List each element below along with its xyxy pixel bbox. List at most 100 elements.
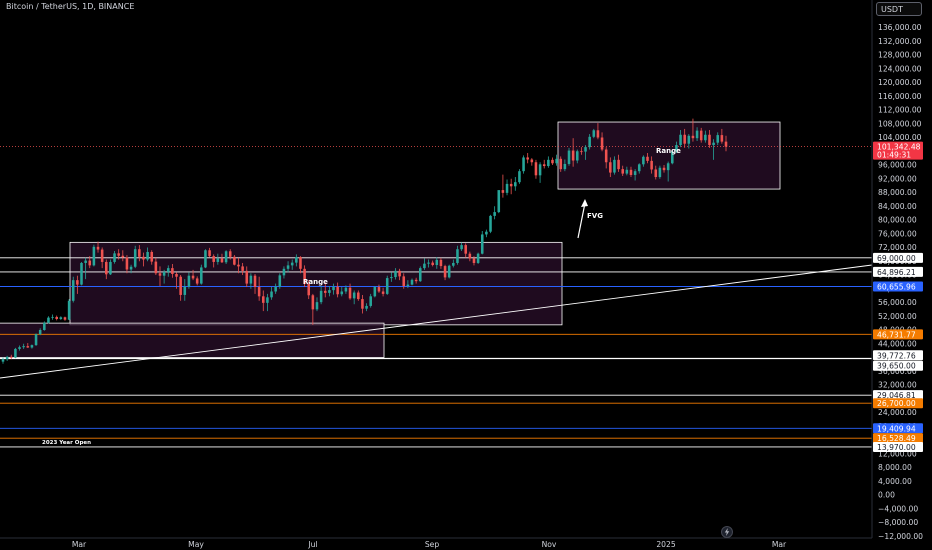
candle[interactable] xyxy=(5,355,9,361)
candle[interactable] xyxy=(278,273,282,289)
candle[interactable] xyxy=(646,152,649,164)
candle[interactable] xyxy=(138,245,141,262)
lightning-icon[interactable] xyxy=(721,526,733,538)
candle[interactable] xyxy=(691,118,695,142)
candle[interactable] xyxy=(609,157,612,178)
candle[interactable] xyxy=(208,247,211,258)
candle[interactable] xyxy=(117,249,120,260)
candle[interactable] xyxy=(600,132,604,152)
candle[interactable] xyxy=(410,278,414,286)
candle[interactable] xyxy=(245,266,249,288)
candle[interactable] xyxy=(129,264,133,274)
candle[interactable] xyxy=(295,254,298,267)
candle[interactable] xyxy=(423,258,426,270)
candle[interactable] xyxy=(563,159,567,172)
annotation-1[interactable]: Range xyxy=(303,278,328,286)
candle[interactable] xyxy=(571,138,575,167)
candle[interactable] xyxy=(679,129,682,148)
candle[interactable] xyxy=(580,147,583,155)
candle[interactable] xyxy=(63,316,67,321)
candle[interactable] xyxy=(501,174,505,198)
candle[interactable] xyxy=(216,253,220,265)
candle[interactable] xyxy=(171,264,174,278)
candle[interactable] xyxy=(282,266,286,279)
candle[interactable] xyxy=(592,128,596,139)
candle[interactable] xyxy=(456,245,459,265)
candle[interactable] xyxy=(551,157,554,165)
price-label[interactable]: 60,655.96 xyxy=(873,281,923,292)
candle[interactable] xyxy=(505,179,509,196)
candle[interactable] xyxy=(435,257,439,269)
candle[interactable] xyxy=(361,294,364,314)
candle[interactable] xyxy=(158,266,162,286)
candle[interactable] xyxy=(720,128,724,144)
candle[interactable] xyxy=(34,333,38,346)
candle[interactable] xyxy=(220,253,224,263)
price-label[interactable]: 64,896.21 xyxy=(873,266,923,277)
candle[interactable] xyxy=(509,178,513,195)
candle[interactable] xyxy=(146,247,149,262)
candle[interactable] xyxy=(179,275,182,301)
candle[interactable] xyxy=(105,259,108,280)
price-label[interactable]: 19,409.94 xyxy=(873,423,923,434)
candle[interactable] xyxy=(336,282,339,298)
candle[interactable] xyxy=(675,141,678,153)
candle[interactable] xyxy=(96,241,100,253)
candle[interactable] xyxy=(257,276,261,301)
candle[interactable] xyxy=(332,283,335,295)
candle[interactable] xyxy=(567,147,571,166)
candle[interactable] xyxy=(671,149,674,165)
candle[interactable] xyxy=(666,161,670,182)
candle[interactable] xyxy=(249,273,253,289)
candle[interactable] xyxy=(344,285,348,294)
candle[interactable] xyxy=(315,297,319,312)
candle[interactable] xyxy=(200,264,203,285)
range-box-3[interactable] xyxy=(0,322,385,358)
candle[interactable] xyxy=(398,268,401,281)
candle[interactable] xyxy=(51,314,54,320)
candle[interactable] xyxy=(228,249,232,260)
candle[interactable] xyxy=(530,158,534,166)
candle[interactable] xyxy=(575,149,579,164)
candle[interactable] xyxy=(142,252,145,267)
candle[interactable] xyxy=(121,250,125,262)
candle[interactable] xyxy=(1,357,5,364)
annotation-2[interactable]: Range xyxy=(656,147,681,155)
candle[interactable] xyxy=(233,255,236,266)
currency-unit-button[interactable]: USDT xyxy=(876,2,922,16)
candle[interactable] xyxy=(237,257,240,274)
candle[interactable] xyxy=(493,206,496,220)
candle[interactable] xyxy=(224,250,228,264)
candle[interactable] xyxy=(150,250,154,265)
candle[interactable] xyxy=(377,284,381,293)
price-label[interactable]: 26,700.00 xyxy=(873,398,923,409)
candle[interactable] xyxy=(303,265,306,288)
candle[interactable] xyxy=(472,256,476,266)
price-label[interactable]: 13,970.00 xyxy=(873,441,923,452)
candle[interactable] xyxy=(270,287,273,300)
candle[interactable] xyxy=(59,316,63,321)
candle[interactable] xyxy=(708,129,711,148)
candle[interactable] xyxy=(427,259,430,268)
candle[interactable] xyxy=(299,256,302,274)
price-label[interactable]: 29,046.81 xyxy=(873,390,923,401)
candle[interactable] xyxy=(187,272,191,289)
candle[interactable] xyxy=(402,273,406,289)
candle[interactable] xyxy=(695,127,699,141)
candle[interactable] xyxy=(348,283,352,300)
candle[interactable] xyxy=(431,260,434,267)
candle[interactable] xyxy=(241,262,244,275)
candle[interactable] xyxy=(547,156,550,168)
price-label[interactable]: 46,731.77 xyxy=(873,329,923,340)
candle[interactable] xyxy=(518,169,521,184)
candle[interactable] xyxy=(84,257,87,280)
candle[interactable] xyxy=(14,347,17,359)
candle[interactable] xyxy=(261,290,265,312)
candle[interactable] xyxy=(406,280,410,289)
candle[interactable] xyxy=(80,261,83,286)
candle[interactable] xyxy=(274,283,277,294)
candle[interactable] xyxy=(191,269,195,281)
fvg-arrow[interactable] xyxy=(577,202,586,239)
candle[interactable] xyxy=(658,165,662,179)
